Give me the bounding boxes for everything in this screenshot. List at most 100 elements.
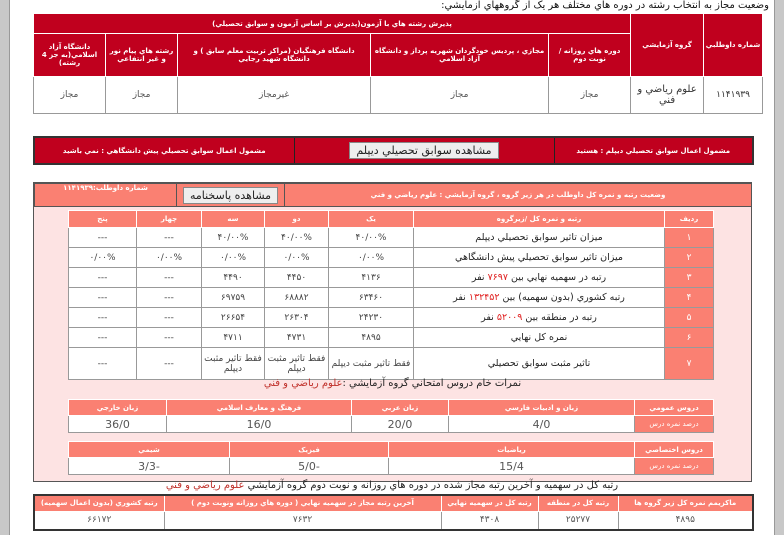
rank-value: ۰/۰۰%	[136, 247, 202, 268]
rank-column-header: چهار	[136, 210, 202, 228]
final-value: ۴۳۰۸	[440, 510, 539, 531]
rank-value: ---	[68, 287, 137, 308]
header-virtual: مجازي ، پرديس خودگردان شهريه پرداز و دان…	[370, 33, 550, 77]
row-index: ۲	[664, 247, 714, 268]
subject-score: 36/0	[68, 415, 167, 433]
special-subjects-table: دروس اختصاصي رياضيات فيزيک شيمي درصد نمر…	[68, 441, 714, 475]
label-text: رتبه كشوري (بدون سهميه) بين	[502, 292, 625, 303]
label-count: ۵۲۰۰۹	[496, 312, 523, 323]
table-row: ۵ رتبه در منطقه بين ۵۲۰۰۹ نفر ۲۴۲۳۰ ۲۶۳۰۴ ۲۶…	[68, 307, 714, 328]
raw-title-text: نمرات خام دروس امتحاني گروه آزمايشي :	[342, 378, 522, 389]
rank-column-header: يک	[328, 210, 414, 228]
special-label: دروس اختصاصي	[634, 441, 714, 458]
page-title: وضعيت مجاز به انتخاب رشته در دوره هاي مخ…	[441, 0, 769, 11]
rank-value: ---	[136, 307, 202, 328]
table-row: ۲ ميزان تاثير سوابق تحصيلي پيش دانشگاهي ۰/…	[68, 247, 714, 268]
rank-value: ۴۴۵۰	[264, 267, 329, 288]
final-title-group: علوم رياضي و فني	[165, 480, 245, 491]
label-text: رتبه در سهميه نهايي بين	[511, 272, 607, 283]
row-index: ۶	[664, 327, 714, 348]
rank-column-header: رتبه و نمره كل /زيرگروه	[413, 210, 665, 228]
rank-value: ---	[136, 227, 202, 248]
row-label: رتبه در منطقه بين ۵۲۰۰۹ نفر	[413, 307, 665, 328]
rank-column-header: سه	[201, 210, 265, 228]
rank-value: ۰/۰۰%	[264, 247, 329, 268]
table-row: ۷ تاثير مثبت سوابق تحصيلي فقط تاثير مثبت د…	[68, 347, 714, 380]
rank-section-title: وضعيت رتبه و نمره كل داوطلب در هر زير گر…	[284, 183, 752, 207]
rank-column-header: پنج	[68, 210, 137, 228]
subject-score: 20/0	[351, 415, 449, 433]
azad-status: مجاز	[32, 76, 107, 114]
records-bar: مشمول اعمال سوابق تحصيلي ديپلم : هستيد م…	[33, 136, 754, 165]
rank-value: ۶۸۸۸۲	[264, 287, 329, 308]
rank-value: ۲۶۳۰۴	[264, 307, 329, 328]
preuni-status: مشمول اعمال سوابق تحصيلي پيش دانشگاهي : …	[33, 136, 295, 165]
rank-section: وضعيت رتبه و نمره كل داوطلب در هر زير گر…	[33, 182, 752, 482]
rank-value: ۴۴۹۰	[201, 267, 265, 288]
table-row: ۱ ميزان تاثير سوابق تحصيلي ديپلم ۴۰/۰۰% ۴۰/…	[68, 227, 714, 248]
final-value: ۷۶۳۲	[163, 510, 442, 531]
rank-value: فقط تاثير مثبت ديپلم	[328, 347, 414, 380]
rank-value: ---	[136, 287, 202, 308]
table-row: ۶ نمره كل نهايي ۴۸۹۵ ۴۷۳۱ ۴۷۱۱ --- ---	[68, 327, 714, 348]
final-value: ۴۸۹۵	[617, 510, 754, 531]
rank-value: ۰/۰۰%	[201, 247, 265, 268]
eligibility-table: شماره داوطلبي گروه آزمايشي پذيرش رشته ها…	[32, 13, 764, 114]
row-index: ۵	[664, 307, 714, 328]
table-row: ۴ رتبه كشوري (بدون سهميه) بين ۱۳۲۴۵۲ نفر ۶…	[68, 287, 714, 308]
row-label: درصد نمره درس	[634, 457, 714, 475]
subject-score: 4/0	[448, 415, 635, 433]
right-frame-edge	[774, 0, 784, 535]
final-rank-table: ماكزيمم نمره كل زير گروه ها رتبه كل در م…	[33, 494, 754, 531]
label-count: ۱۳۲۴۵۲	[468, 292, 500, 303]
final-title-text: رتبه كل در سهميه و آخرين رتبه مجاز شده د…	[247, 480, 619, 491]
subject-header: شيمي	[68, 441, 230, 458]
table-row: ۳ رتبه در سهميه نهايي بين ۷۶۹۷ نفر ۴۱۳۶ ۴۴۵…	[68, 267, 714, 288]
daily-status: مجاز	[548, 76, 632, 114]
subject-header: فيزيک	[229, 441, 389, 458]
subject-header: رياضيات	[388, 441, 635, 458]
page: وضعيت مجاز به انتخاب رشته در دوره هاي مخ…	[10, 0, 774, 535]
header-azad: دانشگاه آزاد اسلامي(به جز 4 رشته)	[32, 33, 107, 77]
rank-value: ۰/۰۰%	[68, 247, 137, 268]
label-unit: نفر	[481, 312, 494, 323]
rank-value: ۴۰/۰۰%	[264, 227, 329, 248]
group: علوم رياضي و فني	[630, 76, 705, 114]
header-daily: دوره هاي روزانه / نوبت دوم	[548, 33, 632, 77]
header-admission: پذيرش رشته هاي با آزمون(پذيرش بر اساس آز…	[32, 13, 632, 34]
virtual-status: مجاز	[370, 76, 550, 114]
rank-value: ---	[68, 307, 137, 328]
candidate-no: ۱۱۴۱۹۳۹	[703, 76, 764, 114]
rank-value: ۲۴۲۳۰	[328, 307, 414, 328]
row-label: تاثير مثبت سوابق تحصيلي	[413, 347, 665, 380]
header-payam: رشته هاي پيام نور و غير انتفاعي	[105, 33, 179, 77]
subject-header: زبان خارجي	[68, 399, 167, 416]
rank-value: ۶۹۷۵۹	[201, 287, 265, 308]
rank-value: ---	[136, 267, 202, 288]
final-header: ماكزيمم نمره كل زير گروه ها	[617, 494, 754, 512]
view-answer-sheet-button[interactable]: مشاهده پاسخنامه	[182, 186, 279, 204]
subject-score: -3/3	[68, 457, 230, 475]
rank-column-header: رديف	[664, 210, 714, 228]
final-header: رتبه كشوري (بدون اعمال سهميه)	[33, 494, 165, 512]
rank-value: ۴۱۳۶	[328, 267, 414, 288]
row-label: رتبه كشوري (بدون سهميه) بين ۱۳۲۴۵۲ نفر	[413, 287, 665, 308]
rank-value: ---	[136, 347, 202, 380]
subject-score: -5/0	[229, 457, 389, 475]
rank-value: ۴۸۹۵	[328, 327, 414, 348]
final-header: رتبه كل در سهميه نهايي	[440, 494, 539, 512]
raw-title-group: علوم رياضي و فني	[263, 378, 343, 389]
label-text: رتبه در منطقه بين	[525, 312, 597, 323]
final-value: ۲۵۲۷۷	[537, 510, 619, 531]
final-header: رتبه كل در منطقه	[537, 494, 619, 512]
farhangian-status: غيرمجاز	[177, 76, 372, 114]
general-label: دروس عمومي	[634, 399, 714, 416]
rank-value: ۴۰/۰۰%	[201, 227, 265, 248]
rank-value: ---	[68, 347, 137, 380]
candidate-label: شماره داوطلب:۱۱۴۱۹۳۹	[34, 183, 177, 207]
row-label: ميزان تاثير سوابق تحصيلي ديپلم	[413, 227, 665, 248]
view-diploma-records-button[interactable]: مشاهده سوابق تحصيلي ديپلم	[349, 142, 499, 159]
rank-value: فقط تاثير مثبت ديپلم	[264, 347, 329, 380]
header-farhangian: دانشگاه فرهنگيان (مراكز تربيت معلم سابق …	[177, 33, 372, 77]
rank-value: ۶۳۴۶۰	[328, 287, 414, 308]
